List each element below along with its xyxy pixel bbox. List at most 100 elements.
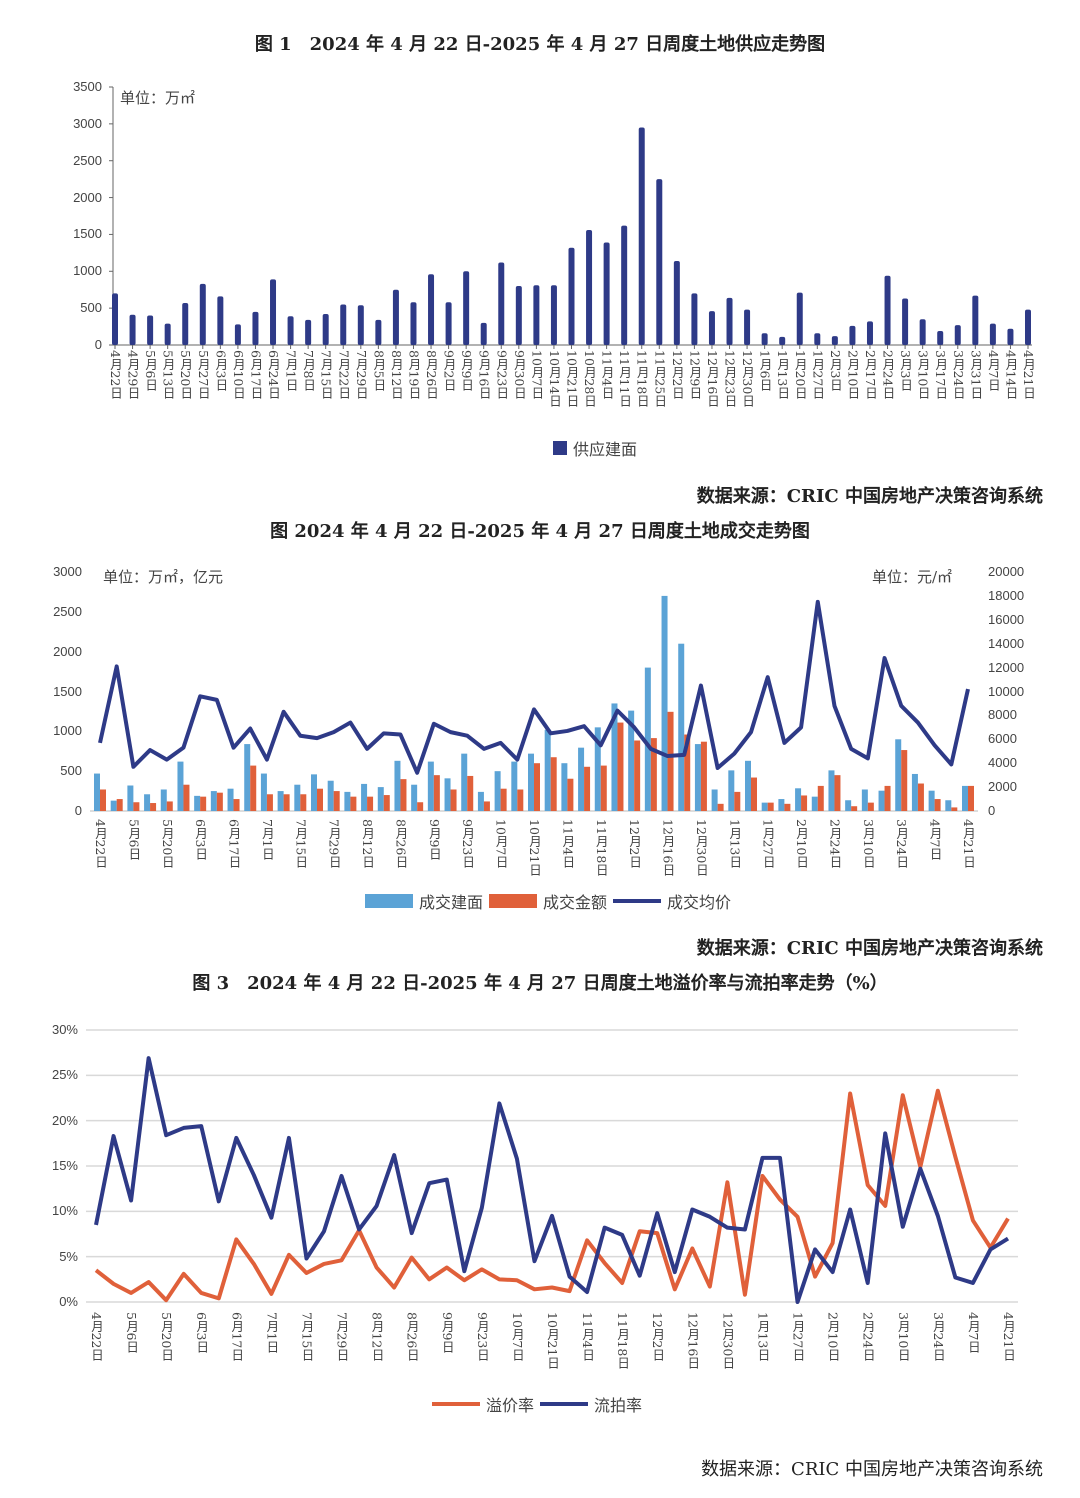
x-tick-label: 12月16日 <box>685 1312 701 1369</box>
area-bar <box>661 595 668 811</box>
x-tick-label: 11月4日 <box>599 350 615 399</box>
chart2-right-unit-label: 单位：元/㎡ <box>872 568 953 586</box>
bar <box>164 323 171 345</box>
amount-bar <box>266 794 273 811</box>
x-tick-label: 11月4日 <box>560 819 576 868</box>
area-bar <box>945 800 952 811</box>
amount-bar <box>317 788 323 811</box>
y-tick-label: 1500 <box>73 226 102 242</box>
bar <box>252 311 259 345</box>
amount-bar <box>400 779 407 811</box>
area-bar <box>311 774 317 811</box>
bar <box>550 285 557 345</box>
legend-box-swatch <box>365 894 413 908</box>
area-bar <box>210 791 217 811</box>
right-y-tick-label: 8000 <box>988 707 1017 723</box>
x-tick-label: 12月2日 <box>650 1312 666 1361</box>
x-tick-label: 10月21日 <box>545 1312 560 1369</box>
x-tick-label: 5月27日 <box>195 350 211 399</box>
area-bar <box>177 761 184 811</box>
bar <box>1025 309 1031 345</box>
bar <box>656 179 663 345</box>
left-y-tick-label: 0 <box>74 803 82 818</box>
y-tick-label: 0 <box>94 337 102 352</box>
bar <box>621 225 628 345</box>
amount-bar <box>116 799 123 811</box>
left-y-tick-label: 500 <box>60 763 82 779</box>
amount-bar <box>851 806 858 811</box>
bar <box>814 333 821 345</box>
area-bar <box>494 771 501 811</box>
x-tick-label: 10月7日 <box>509 1312 525 1361</box>
x-tick-label: 12月2日 <box>669 350 685 399</box>
amount-bar <box>250 765 257 811</box>
area-bar <box>127 785 134 811</box>
legend: 成交建面 成交金额 成交均价 <box>365 889 731 913</box>
area-bar <box>578 747 585 811</box>
area-bar <box>694 744 701 811</box>
y-tick-label: 25% <box>51 1067 78 1083</box>
bar <box>375 319 382 345</box>
amount-bar <box>450 789 457 811</box>
x-tick-label: 7月22日 <box>336 350 352 399</box>
x-tick-label: 12月2日 <box>627 819 643 868</box>
area-bar <box>828 770 835 811</box>
x-tick-label: 8月19日 <box>406 350 422 399</box>
right-y-tick-label: 2000 <box>988 779 1017 795</box>
x-tick-label: 10月21日 <box>527 819 542 876</box>
left-y-tick-label: 2500 <box>53 603 82 619</box>
area-bar <box>711 789 718 811</box>
area-bar <box>845 800 852 811</box>
legend-label: 成交建面 <box>419 893 484 912</box>
bar <box>937 330 944 345</box>
left-y-tick-label: 3000 <box>53 564 82 579</box>
amount-bar <box>867 802 874 811</box>
area-bar <box>628 710 635 811</box>
x-tick-label: 1月13日 <box>755 1312 771 1361</box>
x-tick-label: 9月23日 <box>460 819 476 868</box>
x-tick-label: 12月16日 <box>660 819 676 876</box>
x-tick-label: 2月24日 <box>880 350 896 399</box>
x-tick-label: 4月7日 <box>927 819 943 860</box>
x-tick-label: 12月9日 <box>687 350 703 399</box>
bar <box>410 302 417 345</box>
x-tick-label: 1月13日 <box>775 350 791 399</box>
x-tick-label: 5月6日 <box>143 350 159 391</box>
amount-bar <box>300 794 307 811</box>
amount-bar <box>951 807 958 811</box>
x-tick-label: 8月26日 <box>424 350 440 399</box>
x-tick-label: 3月10日 <box>895 1312 911 1361</box>
legend-box-swatch <box>489 894 538 908</box>
area-bar <box>144 794 151 811</box>
bar <box>849 325 856 345</box>
x-tick-label: 11月18日 <box>634 350 650 407</box>
area-bar <box>811 796 818 811</box>
x-tick-label: 8月26日 <box>404 1312 420 1361</box>
area-bar <box>461 753 468 811</box>
amount-bar <box>517 789 524 811</box>
area-bar <box>544 729 551 811</box>
bar <box>463 271 470 345</box>
right-y-tick-label: 0 <box>988 803 996 818</box>
amount-bar <box>467 775 474 811</box>
x-tick-label: 9月30日 <box>511 350 527 399</box>
area-bar <box>962 785 968 811</box>
x-tick-label: 9月9日 <box>459 350 475 391</box>
amount-bar <box>433 775 440 811</box>
amount-bar <box>667 711 674 811</box>
x-tick-label: 10月28日 <box>582 350 598 407</box>
right-y-tick-label: 4000 <box>988 755 1017 771</box>
legend-line-swatch <box>613 899 662 903</box>
chart1-source: 数据来源：CRIC 中国房地产决策咨询系统 <box>696 486 1043 507</box>
amount-bar <box>784 803 791 811</box>
bar <box>884 275 891 345</box>
bar <box>691 293 698 345</box>
amount-bar <box>767 802 774 811</box>
area-bar <box>227 788 234 811</box>
y-tick-label: 3000 <box>73 115 102 131</box>
chart1-unit-label: 单位：万㎡ <box>120 89 196 107</box>
y-tick-label: 1000 <box>73 263 102 279</box>
bar <box>708 311 715 345</box>
bar <box>147 315 154 345</box>
x-tick-label: 4月29日 <box>125 350 141 399</box>
